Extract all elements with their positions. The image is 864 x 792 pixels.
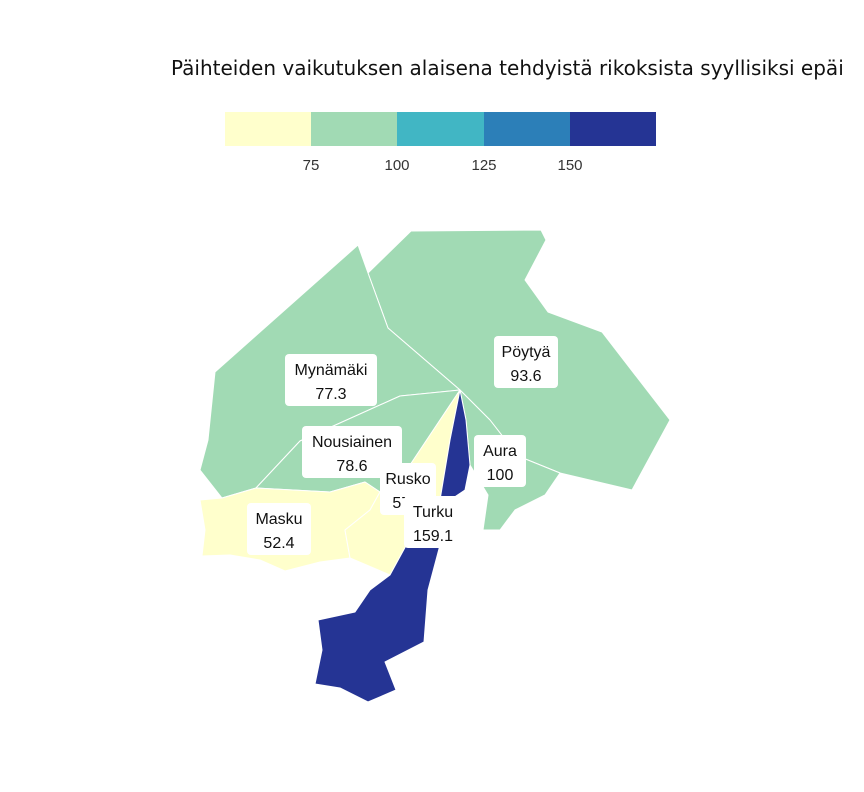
legend-tick: 150 — [557, 157, 582, 174]
region-labels: Mynämäki 77.3 Pöytyä 93.6 Nousiainen 78.… — [247, 336, 558, 555]
region-value: 100 — [487, 467, 514, 484]
region-value: 159.1 — [413, 528, 453, 545]
label-poytya: Pöytyä 93.6 — [494, 336, 558, 388]
region-name: Aura — [483, 443, 517, 460]
region-name: Turku — [413, 504, 453, 521]
region-turku[interactable] — [314, 389, 471, 703]
label-mynamaki: Mynämäki 77.3 — [285, 354, 377, 406]
region-value: 78.6 — [336, 458, 367, 475]
label-box — [404, 496, 462, 548]
legend-tick: 75 — [303, 157, 320, 174]
label-box — [247, 503, 311, 555]
region-name: Nousiainen — [312, 434, 392, 451]
legend-bin-2 — [311, 112, 397, 146]
region-value: 77.3 — [315, 386, 346, 403]
label-box — [285, 354, 377, 406]
legend-tick: 100 — [384, 157, 409, 174]
legend-bin-3 — [397, 112, 484, 146]
legend-bin-5 — [570, 112, 656, 146]
label-turku: Turku 159.1 — [404, 496, 462, 548]
label-aura: Aura 100 — [474, 435, 526, 487]
region-name: Mynämäki — [295, 362, 368, 379]
region-value: 52.4 — [263, 535, 294, 552]
label-masku: Masku 52.4 — [247, 503, 311, 555]
legend-tick: 125 — [471, 157, 496, 174]
legend-bin-4 — [484, 112, 570, 146]
region-name: Rusko — [385, 471, 430, 488]
legend-bin-1 — [225, 112, 311, 146]
label-box — [494, 336, 558, 388]
label-box — [302, 426, 402, 478]
region-name: Pöytyä — [502, 344, 551, 361]
region-name: Masku — [255, 511, 302, 528]
region-value: 93.6 — [510, 368, 541, 385]
map-title: Päihteiden vaikutuksen alaisena tehdyist… — [171, 56, 844, 80]
legend: 75 100 125 150 — [225, 112, 656, 174]
label-box — [474, 435, 526, 487]
label-nousiainen: Nousiainen 78.6 — [302, 426, 402, 478]
